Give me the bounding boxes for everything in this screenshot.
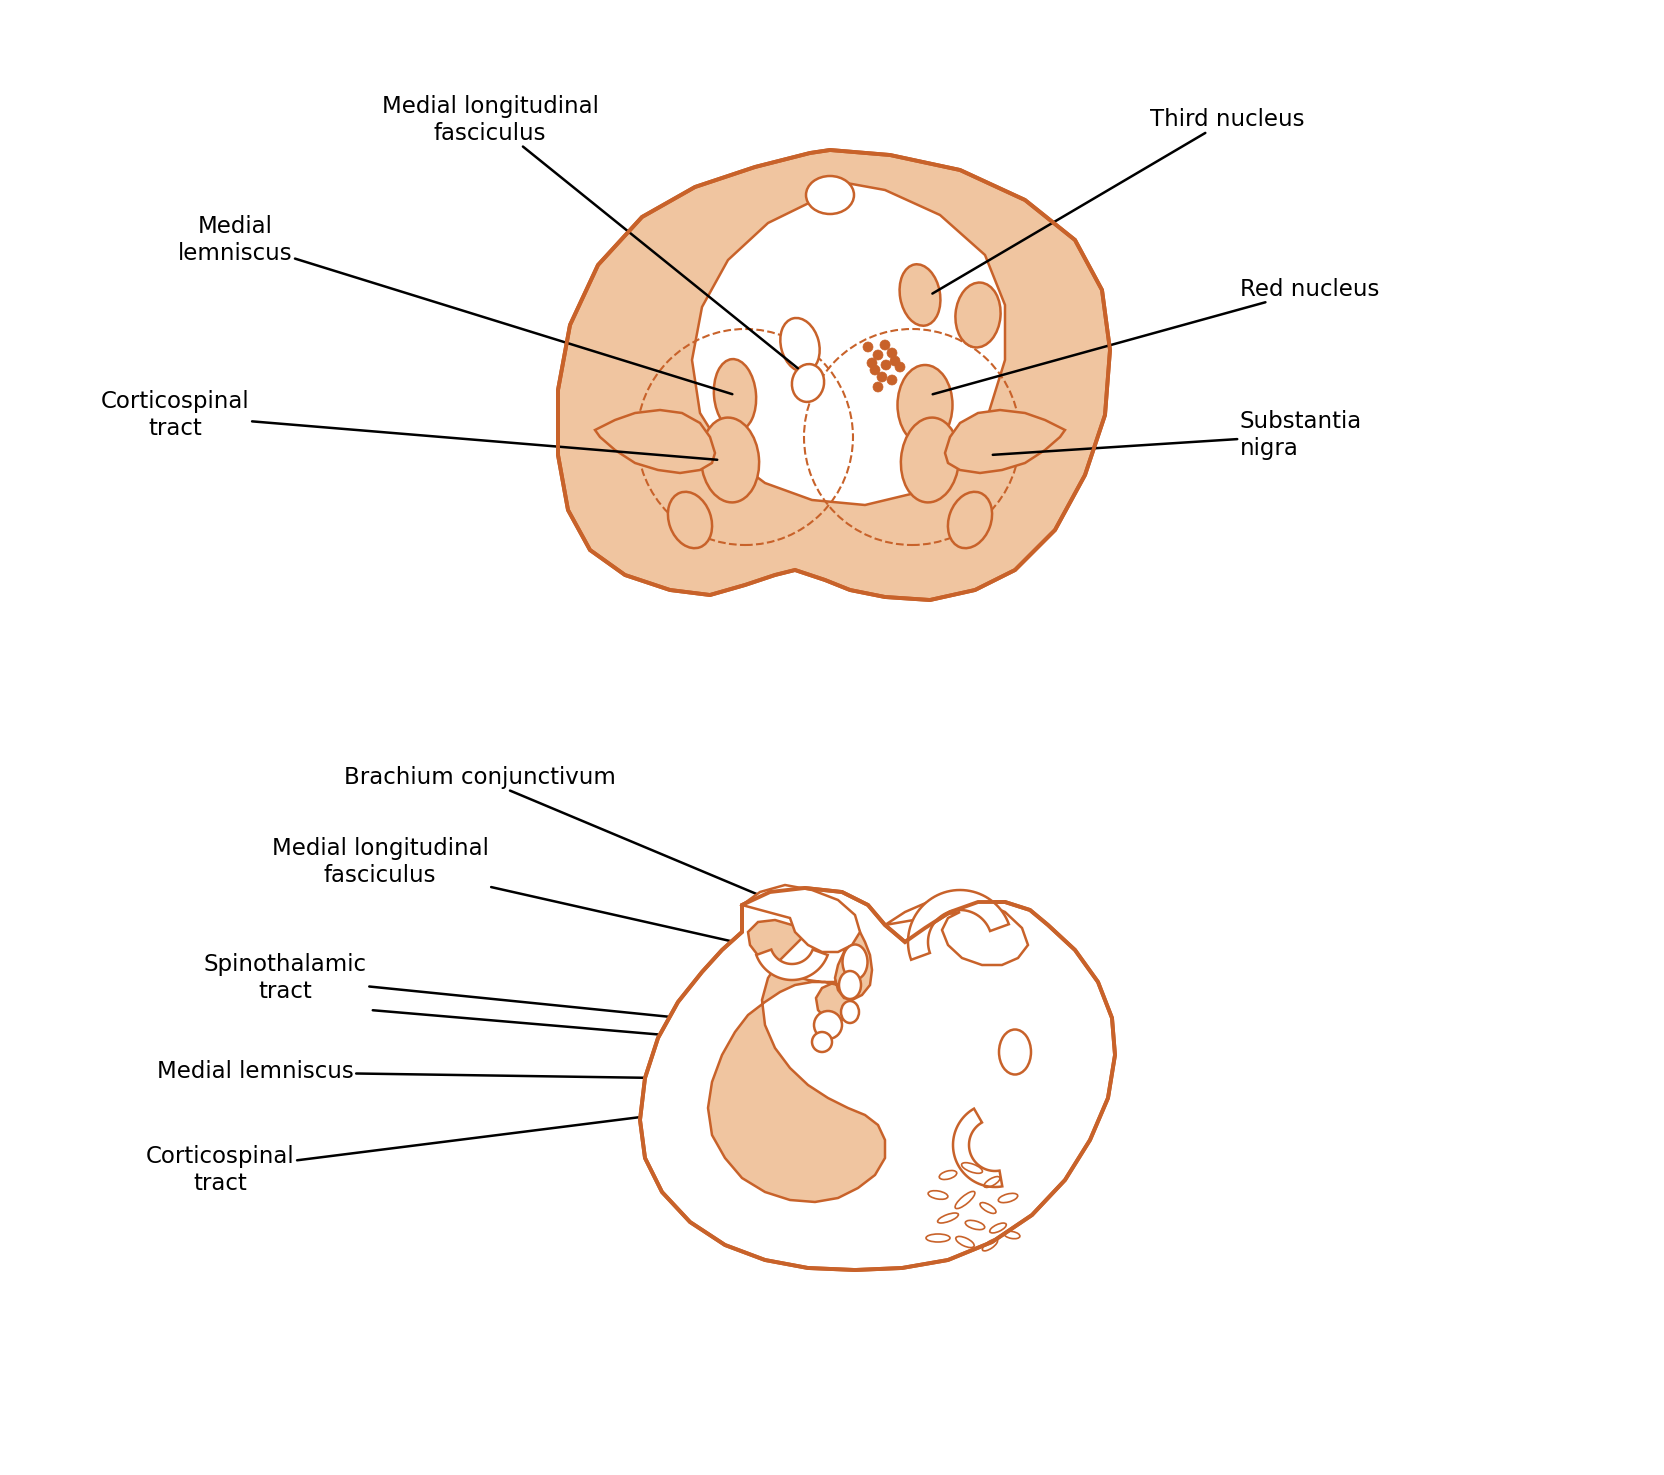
Circle shape [887, 375, 897, 385]
Circle shape [870, 364, 880, 375]
Ellipse shape [947, 491, 992, 549]
Ellipse shape [955, 283, 1000, 348]
Circle shape [812, 1032, 832, 1052]
Polygon shape [594, 410, 714, 473]
Text: Medial
lemniscus: Medial lemniscus [178, 215, 732, 394]
Ellipse shape [839, 971, 860, 999]
Text: Medial longitudinal
fasciculus: Medial longitudinal fasciculus [271, 838, 847, 968]
Circle shape [880, 341, 890, 350]
Ellipse shape [897, 364, 952, 445]
Polygon shape [952, 1109, 1002, 1187]
Text: Corticospinal
tract: Corticospinal tract [100, 391, 717, 460]
Ellipse shape [842, 944, 867, 979]
Circle shape [887, 348, 897, 358]
Circle shape [872, 382, 882, 392]
Polygon shape [885, 898, 1027, 965]
Ellipse shape [792, 364, 824, 401]
Text: Third nucleus: Third nucleus [932, 109, 1303, 294]
Circle shape [877, 372, 887, 382]
Ellipse shape [998, 1030, 1030, 1074]
Circle shape [814, 1010, 842, 1038]
Ellipse shape [714, 358, 755, 431]
Circle shape [872, 350, 882, 360]
Circle shape [867, 358, 877, 367]
Ellipse shape [899, 264, 940, 326]
Text: Corticospinal
tract: Corticospinal tract [145, 1102, 757, 1195]
Circle shape [862, 342, 872, 353]
Text: Medial lemniscus: Medial lemniscus [156, 1061, 792, 1084]
Polygon shape [639, 888, 1115, 1270]
Text: Medial longitudinal
fasciculus: Medial longitudinal fasciculus [381, 96, 797, 369]
Polygon shape [692, 180, 1005, 504]
Ellipse shape [900, 417, 958, 503]
Polygon shape [707, 917, 885, 1202]
Ellipse shape [701, 417, 759, 503]
Circle shape [880, 360, 890, 370]
Text: Substantia
nigra: Substantia nigra [992, 410, 1361, 460]
Text: Spinothalamic
tract: Spinothalamic tract [203, 953, 817, 1031]
Polygon shape [907, 889, 1008, 960]
Polygon shape [945, 410, 1065, 473]
Circle shape [895, 361, 905, 372]
Polygon shape [742, 885, 860, 951]
Ellipse shape [805, 176, 854, 214]
Text: Red nucleus: Red nucleus [932, 279, 1378, 394]
Polygon shape [557, 150, 1110, 600]
Ellipse shape [840, 1002, 859, 1024]
Text: Brachium conjunctivum: Brachium conjunctivum [344, 767, 787, 907]
Polygon shape [755, 950, 827, 979]
Ellipse shape [780, 319, 819, 372]
Circle shape [890, 355, 900, 366]
Ellipse shape [667, 491, 712, 549]
